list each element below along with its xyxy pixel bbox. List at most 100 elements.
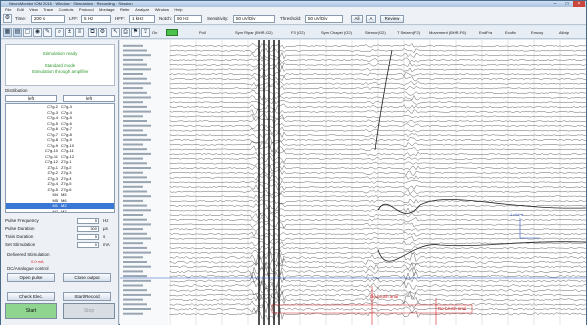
hff-select[interactable]: 1 kHz: [129, 15, 155, 23]
search-icon[interactable]: ⌕: [55, 28, 64, 37]
menu-window[interactable]: Window: [154, 7, 169, 12]
electrode-pair-row[interactable]: Z7g-3 Z7g-4: [6, 176, 114, 182]
all-button[interactable]: All: [351, 15, 363, 23]
zoom-icon[interactable]: ±: [65, 28, 74, 37]
menu-analyze[interactable]: Analyze: [135, 7, 150, 12]
close-icon[interactable]: ×: [573, 1, 585, 7]
electrode-pair-row[interactable]: M4 M5: [6, 192, 114, 198]
pair-cathode: M2: [61, 203, 67, 208]
review-button[interactable]: Review: [380, 15, 404, 23]
pen-icon[interactable]: ✎: [43, 28, 52, 37]
electrode-pair-row[interactable]: C7g-7 C7g-8: [6, 132, 114, 138]
export-icon[interactable]: ⇪: [141, 28, 150, 37]
channel-header[interactable]: Siemor(G2): [365, 30, 386, 35]
electrode-pair-row[interactable]: Z7g-5 Z7g-6: [6, 187, 114, 193]
menu-controls[interactable]: Controls: [58, 7, 74, 12]
annotation-label: De-brush anal: [438, 306, 467, 311]
electrode-pair-row[interactable]: C7g-5 C7g-6: [6, 121, 114, 127]
electrode-pair-row[interactable]: Z7g-2 Z7g-3: [6, 170, 114, 176]
channel-label: [123, 275, 147, 278]
maximize-icon[interactable]: □: [565, 1, 569, 7]
electrode-pair-row[interactable]: M2 M3: [6, 209, 114, 213]
menu-edit[interactable]: Edit: [16, 7, 24, 12]
threshold-select[interactable]: 50 uV/Div: [305, 15, 343, 23]
start-record-button[interactable]: Start/Record: [63, 292, 111, 301]
electrode-pair-list[interactable]: C7g-2 C7g-3 C7g-3 C7g-4 C7g-4 C7g-5 C7g-5 C7g-6…: [5, 103, 115, 213]
electrode-pair-row[interactable]: M5 M6: [6, 198, 114, 204]
electrode-pair-row[interactable]: C7g-9 C7g-10: [6, 143, 114, 149]
waveform-canvas[interactable]: [120, 40, 586, 325]
stop-button[interactable]: Stop: [63, 303, 115, 319]
param-input[interactable]: 300: [77, 226, 99, 232]
electrode-pair-row[interactable]: C7g-4 C7g-5: [6, 115, 114, 121]
lff-select[interactable]: 5 Hz: [81, 15, 111, 23]
split-view-icon[interactable]: ▤: [13, 28, 22, 37]
timebase-select[interactable]: 200 s: [31, 15, 65, 23]
channel-header[interactable]: F3 (G2): [291, 30, 305, 35]
print-icon[interactable]: ⎙: [121, 28, 130, 37]
stimulation-panel: Stimulation ready Standard mode Stimulat…: [1, 40, 119, 325]
electrode-pair-row[interactable]: C7g-12 Z7g-1: [6, 159, 114, 165]
open-pulse-button[interactable]: Open pulse: [7, 273, 55, 282]
electrode-pair-row[interactable]: Z7g-4 Z7g-5: [6, 181, 114, 187]
menu-view[interactable]: View: [29, 7, 38, 12]
eeg-trace: [169, 62, 586, 69]
param-input[interactable]: 5: [77, 234, 99, 240]
list-icon[interactable]: ≡: [75, 28, 84, 37]
eeg-trace: [169, 66, 586, 73]
channel-header[interactable]: Pull: [199, 30, 206, 35]
electrode-pair-row[interactable]: C7g-6 C7g-7: [6, 126, 114, 132]
channel-header[interactable]: EndFra: [479, 30, 493, 35]
menu-file[interactable]: File: [5, 7, 12, 12]
electrode-pair-row[interactable]: C7g-2 C7g-3: [6, 104, 114, 110]
channel-label: [123, 228, 143, 231]
camera-icon[interactable]: ◉: [33, 28, 42, 37]
settings-icon[interactable]: ⚙: [3, 14, 12, 23]
menu-trace[interactable]: Trace: [43, 7, 54, 12]
electrode-pair-row[interactable]: C7g-8 C7g-9: [6, 137, 114, 143]
grid-view-icon[interactable]: ▦: [3, 28, 12, 37]
close-output-button[interactable]: Close output: [63, 273, 111, 282]
channel-toolbar: ▦ ▤ ▢ ◉ ✎ ⌕ ± ≡ ⧉ ⚙ ↖ ⎙ ⚑ ⇪ On Pull Sym …: [1, 26, 586, 39]
channel-header[interactable]: Allotp: [559, 30, 570, 35]
channel-header[interactable]: Sym Chapel (G2): [321, 30, 352, 35]
channel-label: [123, 312, 143, 315]
check-electrodes-button[interactable]: Check Elec.: [7, 292, 55, 301]
electrode-pair-row[interactable]: C7g-11 C7g-12: [6, 154, 114, 160]
channel-header[interactable]: Sym Ripar (BHR-G2): [235, 30, 273, 35]
param-input[interactable]: 5: [77, 218, 99, 224]
notch-select[interactable]: 50 Hz: [174, 15, 202, 23]
minimize-icon[interactable]: –: [553, 1, 557, 7]
distribution-left-select[interactable]: left: [5, 95, 57, 102]
menu-refer[interactable]: Refer: [119, 7, 130, 12]
settings-toolbar: ⚙ Time: 200 s LFF: 5 Hz HFF: 1 kHz Notch…: [1, 13, 586, 25]
channel-header[interactable]: T Seizen(F2): [397, 30, 421, 35]
start-button[interactable]: Start: [5, 303, 57, 319]
menu-montage[interactable]: Montage: [98, 7, 115, 12]
channel-header[interactable]: Ecofix: [505, 30, 516, 35]
eeg-trace: [169, 99, 586, 105]
menu-help[interactable]: Help: [174, 7, 183, 12]
amplitude-button[interactable]: A: [366, 15, 376, 23]
channel-header[interactable]: Emcoy: [531, 30, 544, 35]
electrode-pair-row[interactable]: Z7g-1 Z7g-2: [6, 165, 114, 171]
settings2-icon[interactable]: ⚙: [98, 28, 107, 37]
param-input[interactable]: 0: [77, 242, 99, 248]
cursor-icon[interactable]: ↖: [111, 28, 120, 37]
channel-label: [123, 77, 147, 80]
waveform-display[interactable]: De-brush anal De-brush anal 1 mV, s: [120, 40, 586, 325]
electrode-pair-row[interactable]: M1 M2: [6, 203, 114, 209]
electrode-pair-row[interactable]: C7g-3 C7g-4: [6, 110, 114, 116]
sensitivity-select[interactable]: 50 uV/Div: [233, 15, 275, 23]
channel-header[interactable]: Movement (BHR-F6): [429, 30, 466, 35]
channel-label: [123, 58, 143, 61]
menu-protocol[interactable]: Protocol: [78, 7, 94, 12]
pair-anode: Z7g-4: [47, 181, 58, 186]
recording-indicator[interactable]: [166, 29, 178, 36]
channel-label: [123, 138, 151, 141]
marker-icon[interactable]: ⚑: [131, 28, 140, 37]
distribution-right-select[interactable]: left: [63, 95, 115, 102]
select-icon[interactable]: ▢: [23, 28, 32, 37]
electrode-pair-row[interactable]: C7g-10 C7g-11: [6, 148, 114, 154]
copy-icon[interactable]: ⧉: [88, 28, 97, 37]
